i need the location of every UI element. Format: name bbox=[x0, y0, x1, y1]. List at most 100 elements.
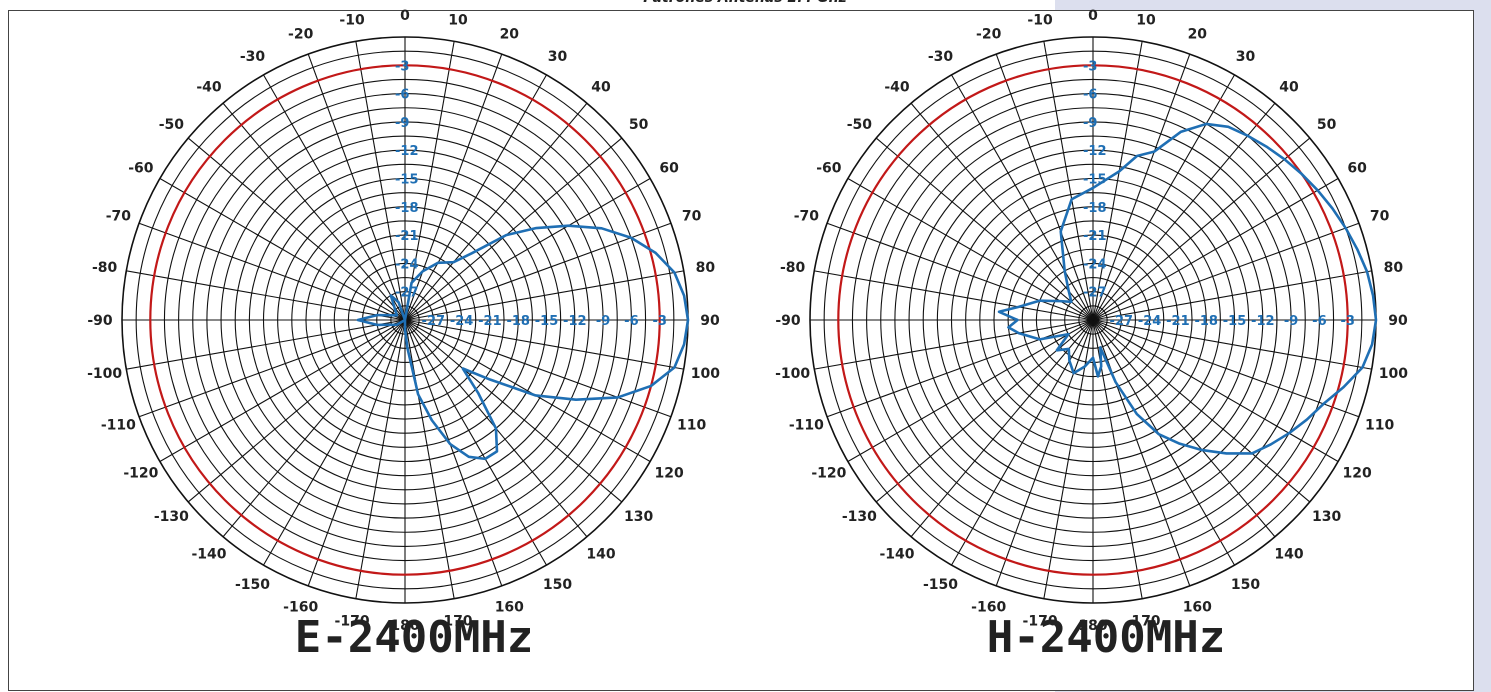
grid-spoke bbox=[404, 41, 455, 321]
angle-tick-label: -70 bbox=[794, 209, 820, 225]
grid-spoke bbox=[1092, 41, 1143, 321]
grid-spoke bbox=[138, 222, 406, 321]
radial-tick-label: -15 bbox=[535, 314, 559, 329]
angle-tick-label: -20 bbox=[288, 26, 314, 42]
angle-tick-label: 20 bbox=[500, 26, 520, 42]
grid-spoke bbox=[826, 222, 1094, 321]
angle-tick-label: 150 bbox=[543, 577, 572, 593]
radiation-pattern-trace bbox=[997, 122, 1378, 455]
grid-spoke bbox=[1092, 319, 1372, 370]
angle-tick-label: -30 bbox=[928, 49, 954, 65]
radial-tick-label: -6 bbox=[1083, 88, 1097, 103]
angle-tick-label: 60 bbox=[659, 161, 679, 177]
radial-tick-label: -15 bbox=[1223, 314, 1247, 329]
angle-tick-label: 80 bbox=[1384, 260, 1404, 276]
angle-tick-label: 110 bbox=[677, 417, 706, 433]
grid-spoke bbox=[1092, 319, 1276, 538]
angle-tick-label: -80 bbox=[780, 260, 806, 276]
angle-tick-label: 150 bbox=[1231, 577, 1260, 593]
angle-tick-label: 0 bbox=[1088, 8, 1098, 24]
radial-tick-label: -12 bbox=[1251, 314, 1275, 329]
grid-spoke bbox=[875, 137, 1094, 321]
grid-spoke bbox=[126, 319, 406, 370]
angle-tick-label: 80 bbox=[696, 260, 716, 276]
angle-tick-label: -170 bbox=[1023, 613, 1058, 629]
angle-tick-label: -130 bbox=[154, 509, 189, 525]
reference-ring bbox=[837, 64, 1349, 576]
radial-tick-label: -12 bbox=[1083, 144, 1107, 159]
radial-tick-label: -9 bbox=[1284, 314, 1298, 329]
chart-title-h: H-2400MHz bbox=[986, 612, 1226, 663]
grid-spoke bbox=[910, 102, 1094, 321]
angle-tick-label: 40 bbox=[1279, 79, 1299, 95]
grid-spoke bbox=[826, 319, 1094, 418]
radial-tick-label: -6 bbox=[395, 88, 409, 103]
angle-tick-label: -80 bbox=[92, 260, 118, 276]
angle-tick-label: 90 bbox=[1388, 313, 1408, 329]
angle-tick-label: 130 bbox=[1312, 509, 1341, 525]
angle-tick-label: -140 bbox=[191, 547, 226, 563]
radial-tick-label: -27 bbox=[1110, 314, 1134, 329]
radial-tick-label: -21 bbox=[478, 314, 502, 329]
angle-tick-label: -20 bbox=[976, 26, 1002, 42]
grid-spoke bbox=[222, 102, 406, 321]
grid-spoke bbox=[1092, 137, 1311, 321]
angle-tick-label: -110 bbox=[789, 417, 824, 433]
angle-tick-label: -40 bbox=[884, 79, 910, 95]
grid-spoke bbox=[263, 319, 406, 566]
radial-tick-label: -18 bbox=[506, 314, 530, 329]
angle-tick-label: -50 bbox=[847, 117, 873, 133]
grid-spoke bbox=[355, 41, 406, 321]
radial-tick-label: -9 bbox=[596, 314, 610, 329]
grid-spoke bbox=[307, 319, 406, 587]
radial-tick-label: -24 bbox=[1083, 257, 1107, 272]
angle-tick-label: -90 bbox=[775, 313, 801, 329]
angle-tick-label: -140 bbox=[879, 547, 914, 563]
grid-spoke bbox=[847, 178, 1094, 321]
angle-tick-label: 170 bbox=[443, 613, 472, 629]
grid-spoke bbox=[138, 319, 406, 418]
grid-spoke bbox=[404, 319, 684, 370]
radial-tick-label: -21 bbox=[1083, 229, 1107, 244]
grid-spoke bbox=[1092, 74, 1235, 321]
angle-tick-label: 160 bbox=[495, 600, 524, 616]
angle-tick-label: -110 bbox=[101, 417, 136, 433]
radial-tick-label: -18 bbox=[1083, 201, 1107, 216]
grid-spoke bbox=[187, 137, 406, 321]
grid-spoke bbox=[404, 102, 588, 321]
radial-tick-label: -3 bbox=[395, 59, 409, 74]
angle-tick-label: -60 bbox=[128, 161, 154, 177]
angle-tick-label: -90 bbox=[87, 313, 113, 329]
grid-spoke bbox=[404, 74, 547, 321]
grid-spoke bbox=[404, 319, 503, 587]
angle-tick-label: -10 bbox=[339, 13, 365, 29]
angle-tick-label: 10 bbox=[1136, 13, 1156, 29]
angle-tick-label: -120 bbox=[123, 466, 158, 482]
grid-spoke bbox=[1092, 178, 1339, 321]
grid-spoke bbox=[404, 222, 672, 321]
angle-tick-label: 180 bbox=[390, 618, 419, 634]
angle-tick-label: 100 bbox=[691, 366, 720, 382]
angle-tick-label: 130 bbox=[624, 509, 653, 525]
grid-spoke bbox=[847, 319, 1094, 462]
angle-tick-label: 180 bbox=[1078, 618, 1107, 634]
grid-spoke bbox=[1092, 319, 1339, 462]
angle-tick-label: 140 bbox=[1274, 547, 1303, 563]
grid-spoke bbox=[404, 270, 684, 321]
grid-spoke bbox=[126, 270, 406, 321]
polar-chart-h: 0 10 20 30 40 50 60 70 80 90 100 110 120 130 140 150 160… bbox=[775, 8, 1408, 634]
angle-tick-label: 70 bbox=[1370, 209, 1390, 225]
grid-spoke bbox=[263, 74, 406, 321]
radial-tick-label: -3 bbox=[1083, 59, 1097, 74]
angle-tick-label: -50 bbox=[159, 117, 185, 133]
grid-spoke bbox=[1092, 270, 1372, 321]
radial-tick-label: -12 bbox=[563, 314, 587, 329]
grid-spoke bbox=[814, 270, 1094, 321]
angle-tick-label: 110 bbox=[1365, 417, 1394, 433]
grid-spoke bbox=[910, 319, 1094, 538]
radial-tick-label: -6 bbox=[1312, 314, 1326, 329]
radial-tick-label: -18 bbox=[1194, 314, 1218, 329]
angle-tick-label: 100 bbox=[1379, 366, 1408, 382]
angle-tick-label: 170 bbox=[1131, 613, 1160, 629]
grid-spoke bbox=[404, 319, 547, 566]
